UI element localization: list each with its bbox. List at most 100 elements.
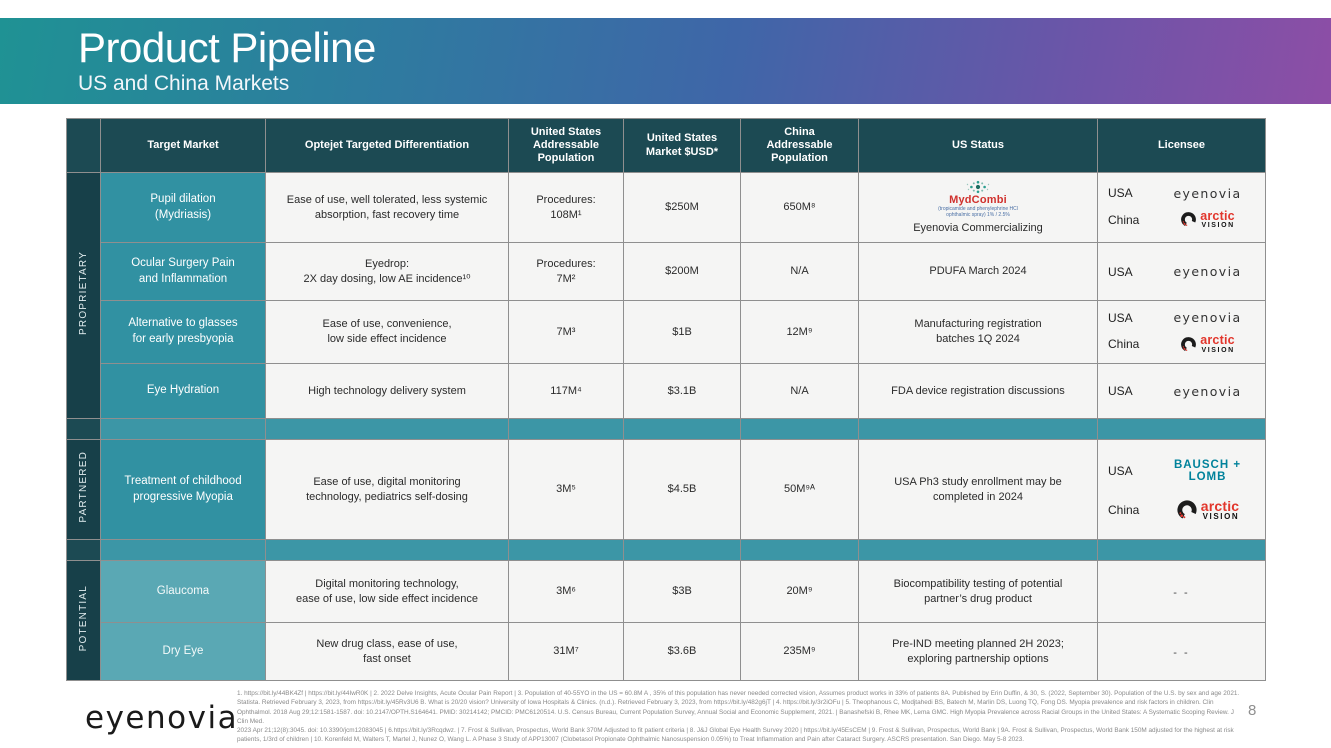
us-population-cell: 7M³ bbox=[508, 300, 624, 364]
china-population-cell: 235M⁹ bbox=[740, 622, 859, 681]
us-status-cell: MydCombi (tropicamide and phenylephrine … bbox=[858, 172, 1098, 243]
china-population-cell: 50M⁹ᴬ bbox=[740, 439, 859, 540]
licensee-cell: USA eyenovia bbox=[1097, 363, 1266, 419]
licensee-none: - - bbox=[1173, 646, 1190, 659]
header-differentiation: Optejet Targeted Differentiation bbox=[265, 118, 509, 173]
us-market-cell: $3B bbox=[623, 560, 741, 623]
china-population-cell: 12M⁹ bbox=[740, 300, 859, 364]
us-status-cell: FDA device registration discussions bbox=[858, 363, 1098, 419]
section-separator-row bbox=[66, 539, 1266, 561]
differentiation-cell: Ease of use, well tolerated, less system… bbox=[265, 172, 509, 243]
us-population-cell: Procedures: 7M² bbox=[508, 242, 624, 301]
group-label-potential: POTENTIAL bbox=[66, 560, 101, 681]
us-status-cell: USA Ph3 study enrollment may be complete… bbox=[858, 439, 1098, 540]
arctic-vision-swirl-icon bbox=[1181, 212, 1197, 227]
footnote-line: 2023 Apr 21;12(8):3045. doi: 10.3390/jcm… bbox=[237, 727, 1234, 735]
arctic-wordmark: arctic bbox=[1200, 497, 1240, 514]
licensee-region: USA bbox=[1108, 186, 1133, 201]
licensee-row-china: China arctic VISION bbox=[1108, 334, 1255, 354]
table-row: Ocular Surgery Pain and Inflammation Eye… bbox=[67, 242, 1266, 301]
licensee-row-usa: USA eyenovia bbox=[1108, 186, 1255, 201]
page-subtitle: US and China Markets bbox=[78, 72, 290, 96]
target-market-cell: Pupil dilation (Mydriasis) bbox=[100, 172, 266, 243]
us-population-cell: 31M⁷ bbox=[508, 622, 624, 681]
licensee-row-usa: USA eyenovia bbox=[1108, 384, 1255, 399]
us-population-cell: 117M⁴ bbox=[508, 363, 624, 419]
bausch-lomb-logo: BAUSCH + LOMB bbox=[1173, 458, 1242, 483]
china-population-cell: N/A bbox=[740, 363, 859, 419]
differentiation-cell: Ease of use, digital monitoring technolo… bbox=[265, 439, 509, 540]
licensee-cell: USA eyenovia China bbox=[1097, 172, 1266, 243]
target-market-cell: Treatment of childhood progressive Myopi… bbox=[100, 439, 266, 540]
us-population-cell: Procedures: 108M¹ bbox=[508, 172, 624, 243]
vision-wordmark: VISION bbox=[1202, 511, 1240, 521]
licensee-region: China bbox=[1108, 337, 1140, 351]
table-row: PARTNERED Treatment of childhood progres… bbox=[66, 439, 1266, 540]
footnote-line: Statista. Retrieved February 3, 2023, fr… bbox=[237, 699, 1214, 707]
licensee-row-usa: USA eyenovia bbox=[1108, 264, 1255, 279]
target-market-cell: Ocular Surgery Pain and Inflammation bbox=[100, 242, 266, 301]
target-market-cell: Alternative to glasses for early presbyo… bbox=[100, 300, 266, 364]
target-market-cell: Eye Hydration bbox=[100, 363, 266, 419]
table-row: PROPRIETARY Pupil dilation (Mydriasis) E… bbox=[66, 172, 1266, 419]
footnote-line: 1. https://bit.ly/44BK4Zf | https://bit.… bbox=[237, 690, 1240, 697]
licensee-region: USA bbox=[1108, 384, 1133, 398]
licensee-region: USA bbox=[1108, 463, 1133, 478]
section-separator-row bbox=[66, 418, 1266, 440]
licensee-region: USA bbox=[1108, 310, 1133, 325]
arctic-vision-logo: arctic VISION bbox=[1180, 334, 1235, 354]
header-china-population: China Addressable Population bbox=[740, 118, 859, 173]
us-population-cell: 3M⁶ bbox=[508, 560, 624, 623]
vision-wordmark: VISION bbox=[1201, 346, 1235, 354]
header-us-market: United States Market $USD* bbox=[623, 118, 741, 173]
china-population-cell: N/A bbox=[740, 242, 859, 301]
us-market-cell: $250M bbox=[623, 172, 741, 243]
table-header-row: Target Market Optejet Targeted Different… bbox=[66, 118, 1266, 173]
table-row: Dry Eye New drug class, ease of use, fas… bbox=[67, 622, 1266, 681]
arctic-vision-swirl-icon bbox=[1177, 499, 1197, 520]
arctic-vision-logo: arctic VISION bbox=[1176, 499, 1240, 521]
header-target-market: Target Market bbox=[100, 118, 266, 173]
mydcombi-logo: MydCombi (tropicamide and phenylephrine … bbox=[863, 179, 1093, 219]
target-market-cell: Glaucoma bbox=[100, 560, 266, 623]
licensee-region: China bbox=[1108, 212, 1140, 227]
us-market-cell: $1B bbox=[623, 300, 741, 364]
licensee-row-china: China arctic VISION bbox=[1108, 210, 1255, 230]
page-title: Product Pipeline bbox=[78, 24, 376, 71]
header-corner-cell bbox=[66, 118, 101, 173]
licensee-none: - - bbox=[1173, 586, 1190, 599]
footnotes-block: 1. https://bit.ly/44BK4Zf | https://bit.… bbox=[237, 689, 1243, 745]
group-label-text: POTENTIAL bbox=[78, 584, 89, 652]
licensee-row-china: China arctic VISION bbox=[1108, 499, 1255, 521]
separator-group-cell bbox=[66, 418, 101, 440]
footnote-line: patients, 1/3rd of children | 10. Korenf… bbox=[237, 736, 1025, 744]
differentiation-cell: Digital monitoring technology, ease of u… bbox=[265, 560, 509, 623]
group-label-text: PROPRIETARY bbox=[78, 251, 89, 335]
pipeline-table: Target Market Optejet Targeted Different… bbox=[66, 118, 1266, 681]
vision-wordmark: VISION bbox=[1201, 222, 1235, 230]
licensee-row-usa: USA eyenovia bbox=[1108, 310, 1255, 325]
licensee-region: China bbox=[1108, 502, 1140, 517]
group-label-text: PARTNERED bbox=[78, 451, 89, 523]
arctic-wordmark: arctic bbox=[1200, 333, 1235, 348]
eyenovia-footer-logo: eyenovia bbox=[85, 700, 239, 736]
us-status-cell: Pre-IND meeting planned 2H 2023; explori… bbox=[858, 622, 1098, 681]
eyenovia-logo: eyenovia bbox=[1173, 264, 1242, 279]
licensee-cell: USA eyenovia China bbox=[1097, 300, 1266, 364]
us-market-cell: $200M bbox=[623, 242, 741, 301]
differentiation-cell: New drug class, ease of use, fast onset bbox=[265, 622, 509, 681]
header-licensee: Licensee bbox=[1097, 118, 1266, 173]
licensee-cell: USA BAUSCH + LOMB China bbox=[1097, 439, 1266, 540]
eyenovia-logo: eyenovia bbox=[1173, 383, 1242, 399]
arctic-vision-swirl-icon bbox=[1181, 336, 1197, 352]
eyenovia-logo: eyenovia bbox=[1173, 310, 1242, 326]
arctic-wordmark: arctic bbox=[1200, 208, 1235, 223]
table-row: Eye Hydration High technology delivery s… bbox=[67, 363, 1266, 419]
footnote-line: Ophthalmol. 2018 Aug 29;12:1581-1587. do… bbox=[237, 708, 1234, 725]
china-population-cell: 650M⁸ bbox=[740, 172, 859, 243]
us-population-cell: 3M⁵ bbox=[508, 439, 624, 540]
differentiation-cell: High technology delivery system bbox=[265, 363, 509, 419]
mydcombi-spray-dots-icon bbox=[966, 180, 990, 193]
table-row: Alternative to glasses for early presbyo… bbox=[67, 300, 1266, 364]
us-status-text: Eyenovia Commercializing bbox=[913, 222, 1043, 235]
